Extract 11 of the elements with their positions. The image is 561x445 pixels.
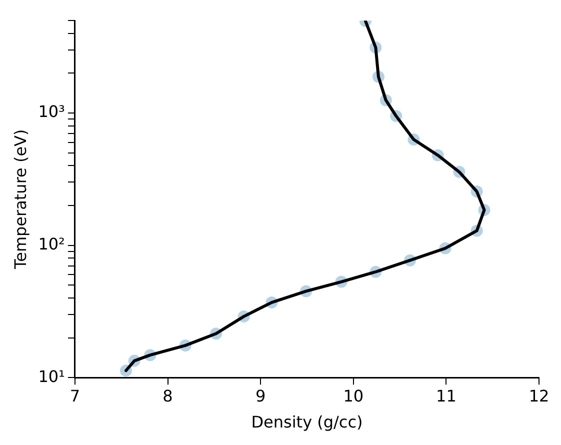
y-tick-label: 10¹ [38,366,65,386]
x-tick-label: 9 [255,386,266,406]
y-axis-title: Temperature (eV) [10,129,30,270]
y-tick-label: 10² [38,234,65,254]
x-tick-label: 10 [343,386,364,406]
y-tick-label: 10³ [38,102,65,122]
x-tick-label: 11 [436,386,456,406]
x-tick-label: 12 [528,386,550,406]
x-tick-label: 7 [70,386,80,406]
x-axis-title: Density (g/cc) [251,412,363,432]
x-tick-label: 8 [162,386,173,406]
